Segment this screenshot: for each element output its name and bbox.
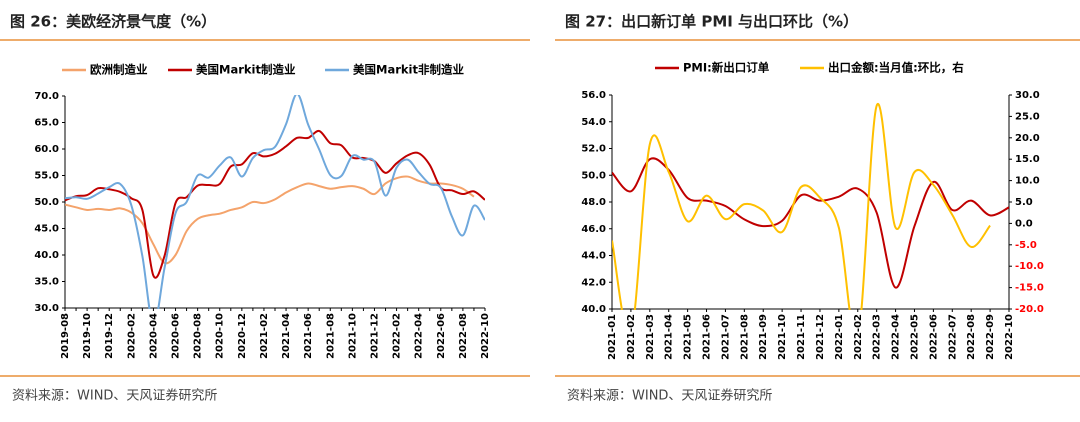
x-tick-label: 2022-02 bbox=[853, 314, 864, 360]
x-tick-label: 2021-04 bbox=[281, 313, 292, 359]
x-tick-label: 2019-08 bbox=[60, 313, 71, 359]
x-tick-label: 2021-01 bbox=[607, 314, 618, 360]
x-tick-label: 2021-06 bbox=[303, 313, 314, 359]
x-tick-label: 2021-05 bbox=[683, 314, 694, 360]
y-tick-label: 56.0 bbox=[581, 90, 606, 101]
x-tick-label: 2022-06 bbox=[928, 314, 939, 360]
y2-tick-label: 30.0 bbox=[1015, 90, 1040, 101]
x-tick-label: 2021-04 bbox=[664, 314, 675, 360]
x-tick-label: 2022-08 bbox=[966, 314, 977, 360]
y-tick-label: 50.0 bbox=[581, 170, 606, 181]
x-tick-label: 2019-12 bbox=[104, 313, 115, 359]
x-tick-label: 2021-07 bbox=[720, 314, 731, 360]
x-tick-label: 2022-06 bbox=[436, 313, 447, 359]
x-tick-label: 2021-12 bbox=[369, 313, 380, 359]
x-tick-label: 2020-08 bbox=[193, 313, 204, 359]
x-tick-label: 2022-04 bbox=[891, 314, 902, 360]
x-tick-label: 2022-10 bbox=[480, 313, 491, 359]
x-tick-label: 2022-02 bbox=[392, 313, 403, 359]
source: 资料来源：WIND、天风证券研究所 bbox=[567, 388, 772, 404]
x-tick-label: 2021-10 bbox=[777, 314, 788, 360]
x-tick-label: 2020-10 bbox=[215, 313, 226, 359]
x-tick-label: 2021-10 bbox=[347, 313, 358, 359]
series-line bbox=[65, 95, 485, 309]
y-tick-label: 46.0 bbox=[581, 224, 606, 235]
y-tick-label: 42.0 bbox=[581, 277, 606, 288]
y-tick-label: 60.0 bbox=[34, 144, 59, 155]
x-tick-label: 2020-02 bbox=[126, 313, 137, 359]
y-tick-label: 50.0 bbox=[34, 197, 59, 208]
y-tick-label: 70.0 bbox=[34, 91, 59, 102]
x-tick-label: 2021-02 bbox=[259, 313, 270, 359]
legend-label: 欧洲制造业 bbox=[90, 63, 148, 77]
source: 资料来源：WIND、天风证券研究所 bbox=[12, 388, 217, 404]
y2-tick-label: -5.0 bbox=[1015, 240, 1037, 251]
x-tick-label: 2022-10 bbox=[1004, 314, 1015, 360]
x-tick-label: 2021-06 bbox=[702, 314, 713, 360]
y2-tick-label: -15.0 bbox=[1015, 283, 1044, 294]
y-tick-label: 45.0 bbox=[34, 224, 59, 235]
x-tick-label: 2020-06 bbox=[171, 313, 182, 359]
y-tick-label: 55.0 bbox=[34, 171, 59, 182]
x-tick-label: 2022-04 bbox=[414, 313, 425, 359]
x-tick-label: 2019-10 bbox=[82, 313, 93, 359]
y-tick-label: 40.0 bbox=[581, 304, 606, 315]
x-tick-label: 2021-08 bbox=[325, 313, 336, 359]
y2-tick-label: 25.0 bbox=[1015, 111, 1040, 122]
y2-tick-label: 15.0 bbox=[1015, 154, 1040, 165]
legend-label: PMI:新出口订单 bbox=[683, 61, 770, 75]
y-tick-label: 48.0 bbox=[581, 197, 606, 208]
y-tick-label: 44.0 bbox=[581, 251, 606, 262]
y-tick-label: 35.0 bbox=[34, 277, 59, 288]
legend-label: 美国Markit制造业 bbox=[196, 63, 296, 77]
y-tick-label: 65.0 bbox=[34, 118, 59, 129]
x-tick-label: 2022-03 bbox=[872, 314, 883, 360]
x-tick-label: 2022-09 bbox=[985, 314, 996, 360]
chart-title: 图 27：出口新订单 PMI 与出口环比（%） bbox=[565, 13, 858, 31]
y2-tick-label: -20.0 bbox=[1015, 304, 1044, 315]
x-tick-label: 2020-12 bbox=[237, 313, 248, 359]
y2-tick-label: 10.0 bbox=[1015, 176, 1040, 187]
chart-title: 图 26：美欧经济景气度（%） bbox=[10, 13, 216, 31]
x-tick-label: 2020-04 bbox=[148, 313, 159, 359]
series-line bbox=[65, 129, 485, 279]
series-line bbox=[612, 157, 1009, 289]
x-tick-label: 2021-12 bbox=[815, 314, 826, 360]
y2-tick-label: 0.0 bbox=[1015, 218, 1033, 229]
y-tick-label: 40.0 bbox=[34, 250, 59, 261]
x-tick-label: 2021-08 bbox=[739, 314, 750, 360]
y2-tick-label: -10.0 bbox=[1015, 261, 1044, 272]
y-tick-label: 30.0 bbox=[34, 303, 59, 314]
x-tick-label: 2022-08 bbox=[458, 313, 469, 359]
series-line bbox=[65, 175, 475, 265]
series-line bbox=[612, 102, 991, 310]
y-tick-label: 54.0 bbox=[581, 117, 606, 128]
x-tick-label: 2022-01 bbox=[834, 314, 845, 360]
x-tick-label: 2021-11 bbox=[796, 314, 807, 360]
x-tick-label: 2021-09 bbox=[758, 314, 769, 360]
y2-tick-label: 20.0 bbox=[1015, 133, 1040, 144]
x-tick-label: 2021-02 bbox=[626, 314, 637, 360]
x-tick-label: 2021-03 bbox=[645, 314, 656, 360]
x-tick-label: 2022-05 bbox=[909, 314, 920, 360]
x-tick-label: 2022-07 bbox=[947, 314, 958, 360]
legend-label: 出口金额:当月值:环比，右 bbox=[828, 61, 964, 75]
legend-label: 美国Markit非制造业 bbox=[353, 63, 464, 77]
y-tick-label: 52.0 bbox=[581, 144, 606, 155]
y2-tick-label: 5.0 bbox=[1015, 197, 1033, 208]
